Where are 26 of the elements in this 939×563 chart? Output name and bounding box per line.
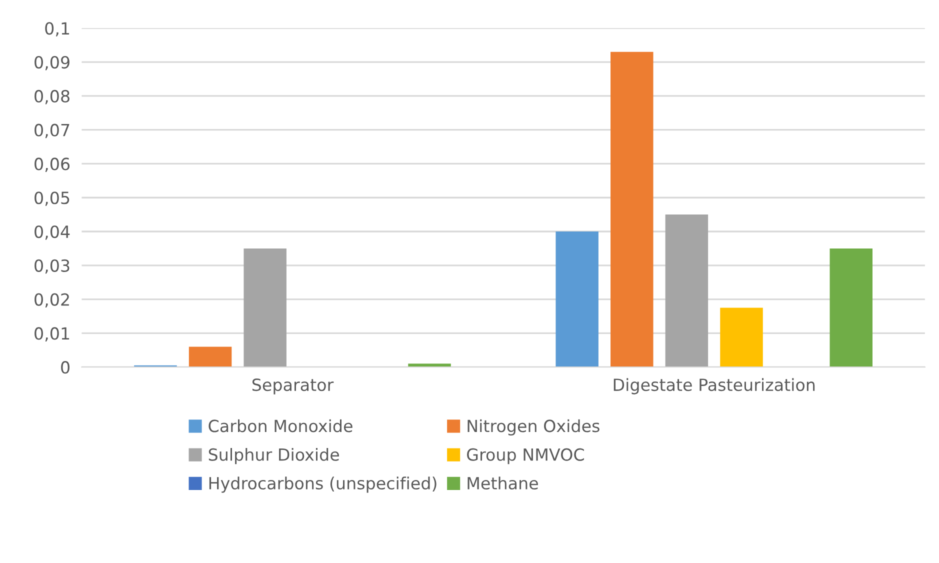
y-tick-label: 0,08 bbox=[34, 90, 70, 104]
bar bbox=[188, 346, 232, 368]
bar bbox=[556, 232, 598, 368]
legend-label: Hydrocarbons (unspecified) bbox=[209, 476, 436, 493]
y-tick-label: 0,1 bbox=[45, 22, 70, 36]
bar bbox=[830, 248, 873, 368]
legend-label: Sulphur Dioxide bbox=[208, 448, 339, 464]
y-tick-label: 0,02 bbox=[34, 293, 69, 308]
y-tick-label: 0,06 bbox=[34, 158, 70, 172]
y-tick-label: 0,09 bbox=[34, 56, 70, 70]
bar bbox=[665, 214, 708, 368]
x-tick-label: Separator bbox=[252, 378, 334, 394]
y-tick-label: 0,03 bbox=[34, 259, 70, 274]
y-tick-label: 0,05 bbox=[34, 192, 70, 206]
y-tick-label: 0 bbox=[61, 361, 70, 374]
legend-label: Nitrogen Oxides bbox=[468, 419, 600, 436]
y-tick-label: 0,07 bbox=[34, 124, 70, 138]
legend-label: Carbon Monoxide bbox=[208, 419, 352, 432]
y-tick-label: 0,01 bbox=[34, 327, 70, 342]
bar bbox=[244, 248, 286, 368]
bar bbox=[610, 52, 654, 368]
legend-label: Group NMVOC bbox=[467, 448, 584, 464]
legend-label: Methane bbox=[468, 476, 538, 490]
y-tick-label: 0,04 bbox=[34, 225, 70, 240]
bar bbox=[720, 308, 763, 368]
x-tick-label: Digestate Pasteurization bbox=[614, 378, 815, 394]
